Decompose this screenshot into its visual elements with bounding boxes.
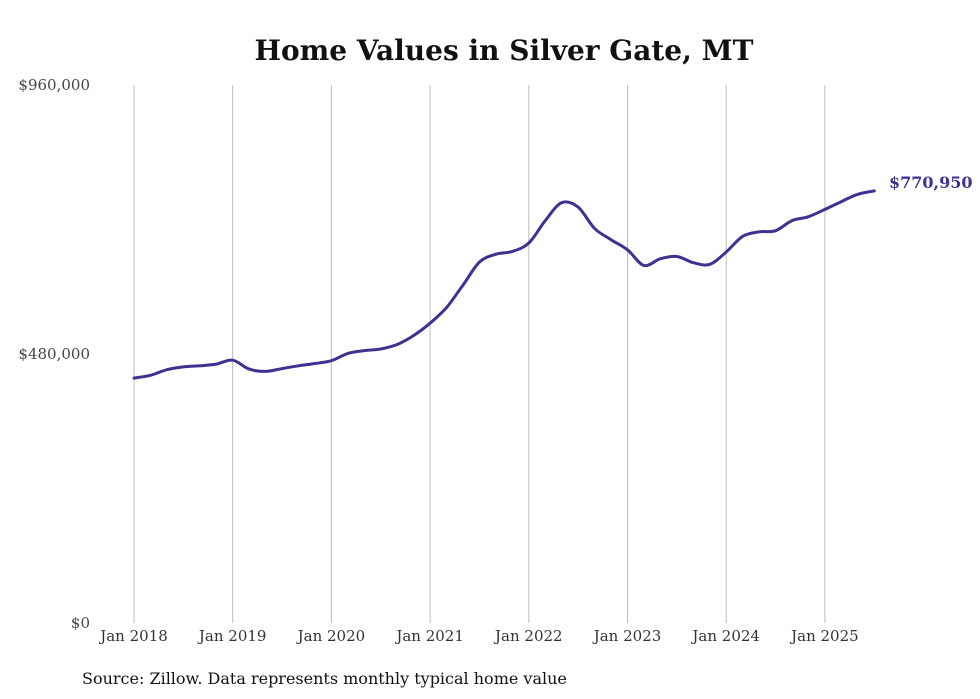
source-note: Source: Zillow. Data represents monthly … <box>82 669 567 688</box>
chart-title: Home Values in Silver Gate, MT <box>255 34 754 67</box>
x-tick-label: Jan 2022 <box>493 627 563 645</box>
grid-lines <box>133 85 826 623</box>
x-tick-label: Jan 2023 <box>592 627 662 645</box>
y-tick-label: $960,000 <box>18 76 90 94</box>
end-value-label: $770,950 <box>889 173 973 192</box>
y-tick-label: $0 <box>71 614 90 632</box>
x-tick-label: Jan 2020 <box>296 627 366 645</box>
x-axis-ticks: Jan 2018 Jan 2019 Jan 2020 Jan 2021 Jan 2022… <box>98 627 858 645</box>
series-line <box>132 189 876 380</box>
y-axis-ticks: $0 $480,000 $960,000 <box>18 76 90 632</box>
x-tick-label: Jan 2021 <box>394 627 464 645</box>
x-tick-label: Jan 2025 <box>789 627 859 645</box>
y-tick-label: $480,000 <box>18 345 90 363</box>
x-tick-label: Jan 2019 <box>197 627 267 645</box>
x-tick-label: Jan 2018 <box>98 627 168 645</box>
x-tick-label: Jan 2024 <box>690 627 760 645</box>
series-layer <box>132 189 876 380</box>
